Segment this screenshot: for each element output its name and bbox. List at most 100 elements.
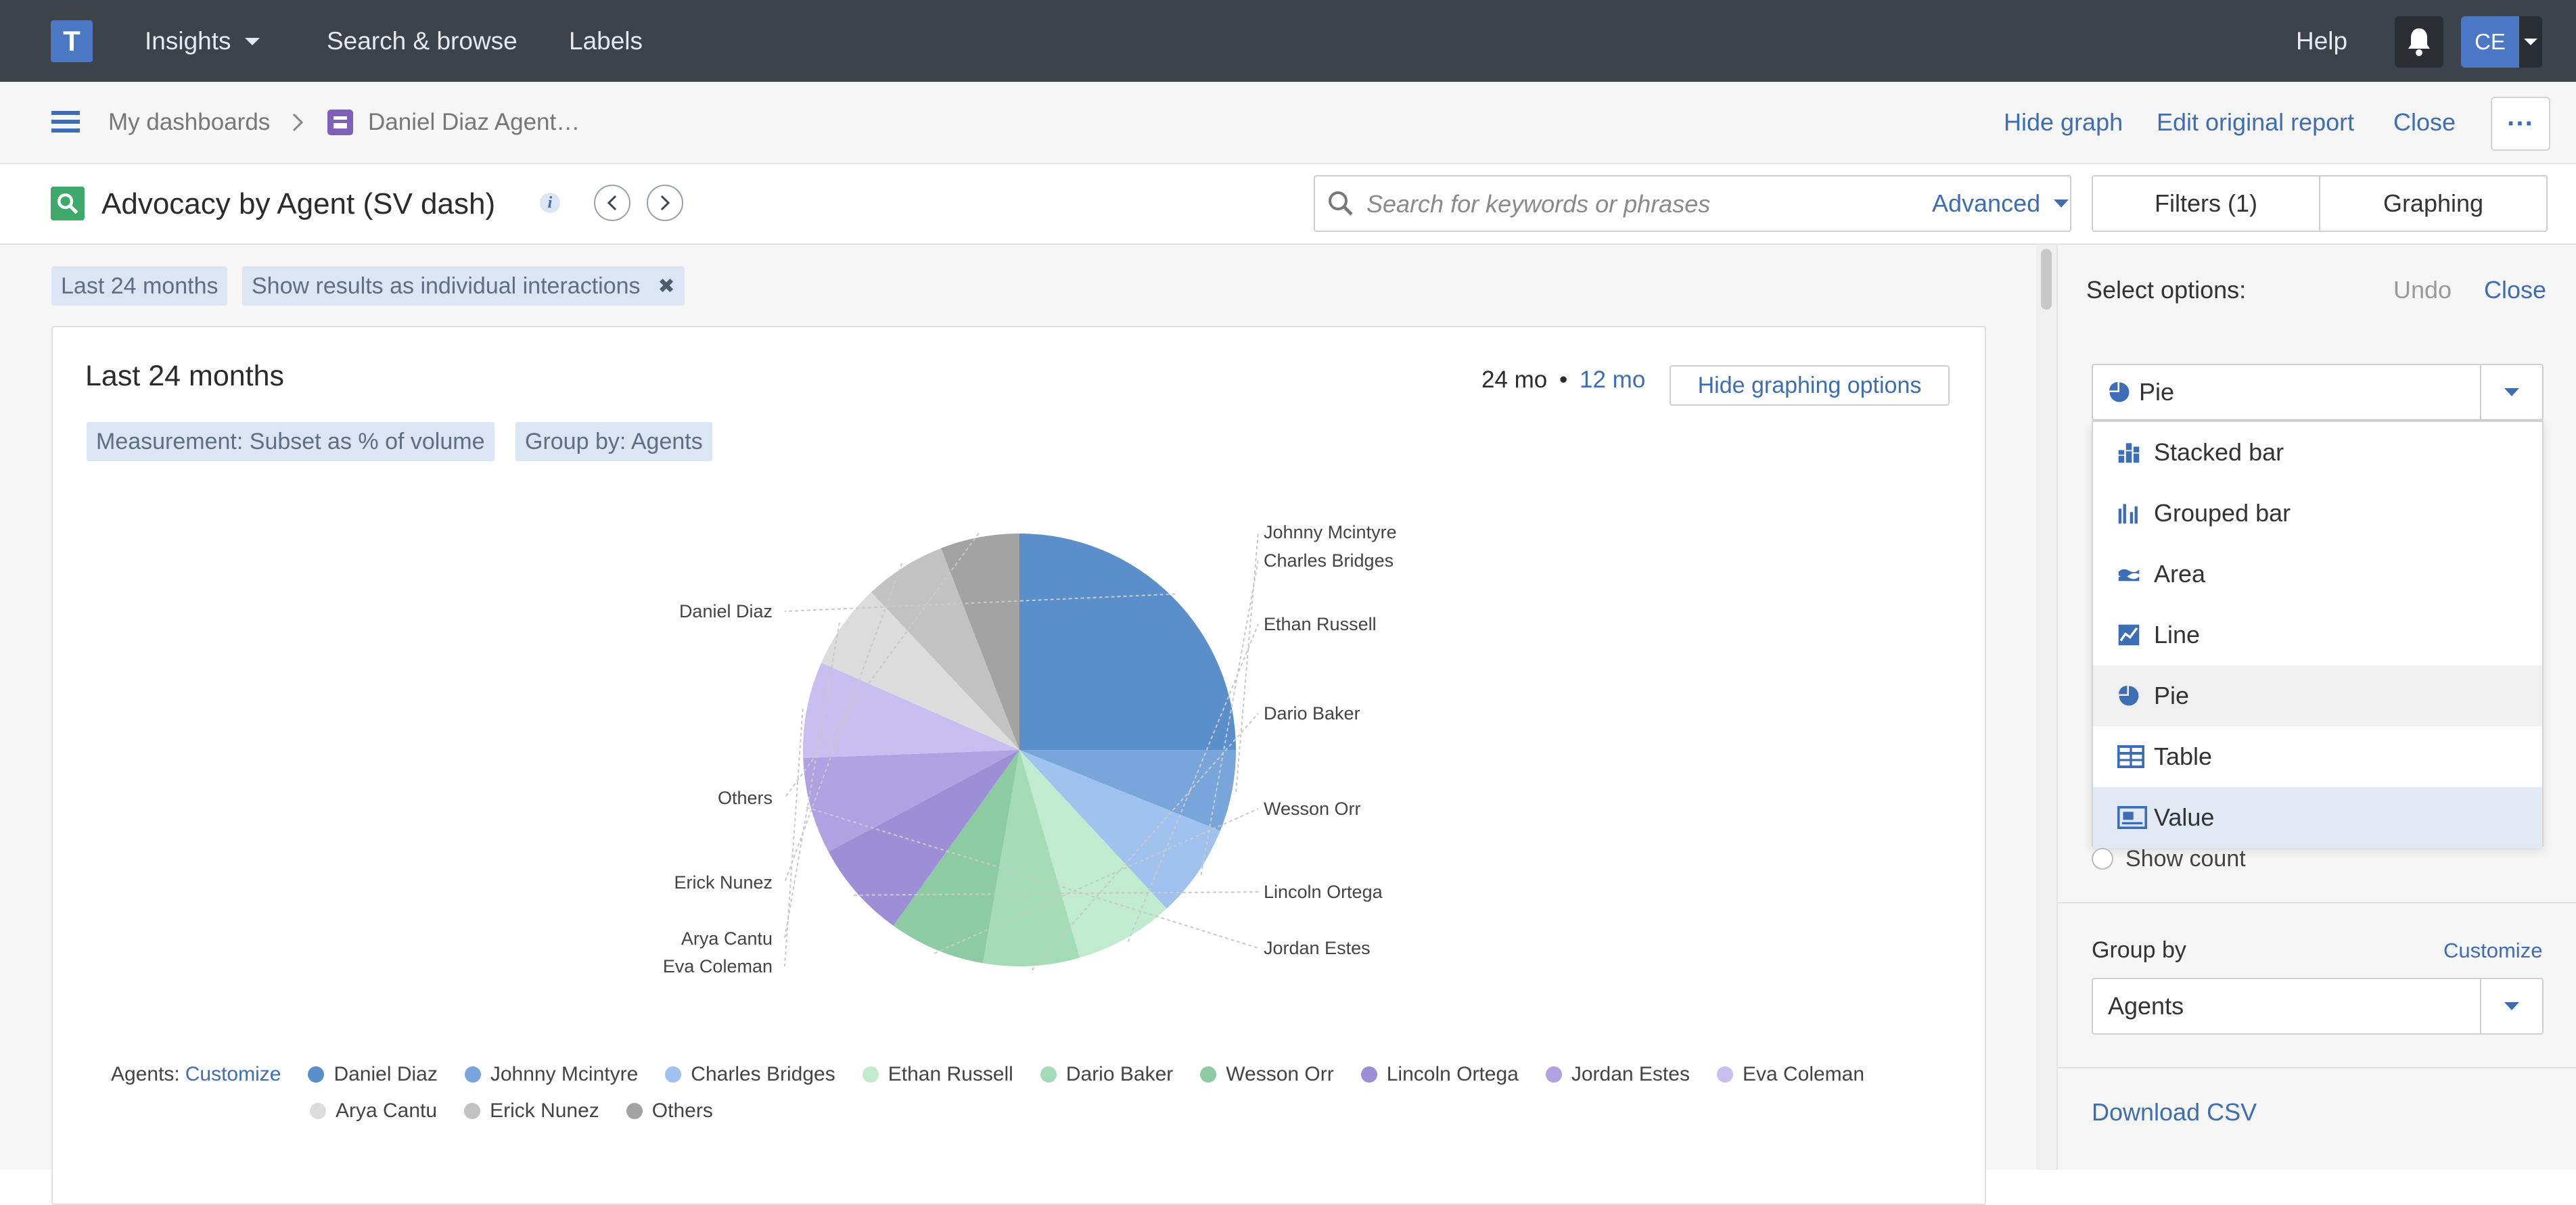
stacked-bar-icon	[2117, 441, 2147, 464]
next-report-button[interactable]	[647, 185, 683, 221]
nav-help[interactable]: Help	[2296, 26, 2348, 55]
panel-close-button[interactable]: Close	[2484, 276, 2547, 304]
legend-item[interactable]: Daniel Diaz	[308, 1063, 438, 1086]
legend-item[interactable]: Dario Baker	[1040, 1063, 1173, 1086]
table-icon	[2117, 745, 2147, 768]
chart-type-toggle[interactable]	[2480, 365, 2542, 419]
hide-graphing-options-button[interactable]: Hide graphing options	[1670, 365, 1950, 406]
tab-graphing[interactable]: Graphing	[2319, 176, 2546, 231]
filter-chip-individual-interactions[interactable]: Show results as individual interactions …	[242, 266, 685, 306]
legend-item[interactable]: Arya Cantu	[310, 1100, 437, 1123]
app-logo[interactable]: T	[51, 20, 93, 62]
nav-insights-menu[interactable]: Insights	[145, 0, 260, 82]
legend-label: Jordan Estes	[1571, 1063, 1690, 1085]
pie-leader-line	[784, 622, 840, 939]
chart-type-option-line[interactable]: Line	[2093, 605, 2542, 665]
pie-slice-arya-cantu[interactable]	[821, 592, 1019, 750]
breadcrumb-my-dashboards[interactable]: My dashboards	[108, 109, 271, 135]
close-link[interactable]: Close	[2393, 108, 2456, 136]
value-icon	[2117, 806, 2147, 829]
pie-slice-wesson-orr[interactable]	[893, 750, 1019, 964]
group-by-customize-link[interactable]: Customize	[2443, 939, 2543, 962]
tab-filters[interactable]: Filters (1)	[2155, 189, 2257, 217]
pie-leader-line	[784, 593, 1176, 612]
show-count-option[interactable]: Show count	[2092, 845, 2246, 872]
legend-item[interactable]: Lincoln Ortega	[1360, 1063, 1519, 1086]
pie-slice-ethan-russell[interactable]	[1019, 750, 1167, 958]
nav-labels[interactable]: Labels	[569, 26, 643, 55]
legend-swatch	[310, 1103, 326, 1119]
group-by-toggle[interactable]	[2480, 979, 2542, 1033]
chart-type-value: Pie	[2139, 378, 2175, 406]
chart-type-option-table[interactable]: Table	[2093, 726, 2542, 787]
pie-slice-label: Erick Nunez	[674, 872, 773, 893]
legend-swatch	[308, 1066, 325, 1083]
pie-slice-erick-nunez[interactable]	[871, 548, 1019, 750]
legend-item[interactable]: Jordan Estes	[1545, 1063, 1690, 1086]
pie-leader-line	[934, 808, 1259, 954]
range-toggle: 24 mo • 12 mo	[1481, 367, 1645, 394]
hide-graph-link[interactable]: Hide graph	[2004, 108, 2123, 136]
chevron-down-icon	[244, 37, 260, 45]
legend-item[interactable]: Wesson Orr	[1200, 1063, 1334, 1086]
legend-swatch	[464, 1103, 481, 1119]
pie-slice-dario-baker[interactable]	[982, 750, 1080, 966]
scrollbar-track[interactable]	[2036, 245, 2056, 1170]
notifications-button[interactable]	[2395, 16, 2443, 68]
group-by-select[interactable]: Agents	[2092, 978, 2544, 1035]
chart-legend-row-2: Arya Cantu Erick Nunez Others	[310, 1100, 740, 1123]
ellipsis-icon: ···	[2507, 108, 2534, 139]
nav-search-browse[interactable]: Search & browse	[327, 26, 518, 55]
legend-item[interactable]: Johnny Mcintyre	[464, 1063, 638, 1086]
filter-chip-label: Show results as individual interactions	[252, 273, 641, 299]
chart-type-select[interactable]: Pie	[2092, 364, 2544, 421]
info-icon[interactable]: i	[540, 193, 560, 213]
pie-leader-line	[784, 563, 903, 883]
pie-slice-jordan-estes[interactable]	[803, 750, 1019, 852]
download-csv-link[interactable]: Download CSV	[2092, 1098, 2257, 1126]
chart-type-option-pie[interactable]: Pie	[2093, 665, 2542, 726]
pie-slice-lincoln-ortega[interactable]	[828, 750, 1019, 926]
chart-type-option-area[interactable]: Area	[2093, 544, 2542, 605]
scrollbar-thumb[interactable]	[2041, 249, 2052, 310]
range-24-mo[interactable]: 24 mo	[1481, 367, 1548, 393]
legend-item[interactable]: Charles Bridges	[665, 1063, 835, 1086]
edit-original-report-link[interactable]: Edit original report	[2157, 108, 2355, 136]
pie-slice-charles-bridges[interactable]	[1019, 750, 1220, 909]
filter-chip-date-range[interactable]: Last 24 months	[51, 266, 228, 306]
legend-swatch	[1545, 1066, 1562, 1083]
pie-slice-others[interactable]	[941, 534, 1019, 750]
previous-report-button[interactable]	[594, 185, 630, 221]
close-icon[interactable]: ✖	[658, 275, 675, 298]
range-12-mo[interactable]: 12 mo	[1580, 367, 1646, 393]
undo-button[interactable]: Undo	[2393, 276, 2452, 304]
legend-label: Daniel Diaz	[334, 1063, 438, 1085]
grouped-bar-icon	[2117, 502, 2147, 525]
legend-item[interactable]: Eva Coleman	[1716, 1063, 1864, 1086]
search-box: Advanced	[1314, 175, 2071, 232]
pie-slice-label: Wesson Orr	[1264, 799, 1361, 819]
pie-leader-line	[1127, 623, 1259, 943]
report-tabs: Filters (1) Graphing	[2092, 175, 2548, 232]
chevron-right-icon	[292, 82, 303, 163]
chart-type-option-value[interactable]: Value	[2093, 787, 2542, 848]
advanced-search-dropdown[interactable]: Advanced	[1932, 176, 2069, 231]
legend-item[interactable]: Others	[626, 1100, 713, 1123]
pie-leader-line	[784, 708, 804, 967]
search-input[interactable]	[1365, 183, 1895, 225]
legend-item[interactable]: Ethan Russell	[862, 1063, 1013, 1086]
user-menu-toggle[interactable]	[2519, 16, 2542, 68]
menu-toggle-button[interactable]	[51, 110, 80, 134]
legend-customize-link[interactable]: Customize	[185, 1063, 281, 1085]
bell-icon	[2408, 28, 2430, 56]
legend-swatch	[1040, 1066, 1057, 1083]
chart-type-option-grouped-bar[interactable]: Grouped bar	[2093, 483, 2542, 544]
breadcrumb-current-dashboard[interactable]: Daniel Diaz Agent…	[368, 109, 580, 135]
pie-slice-daniel-diaz[interactable]	[1019, 534, 1236, 750]
show-count-radio[interactable]	[2092, 848, 2113, 870]
legend-item[interactable]: Erick Nunez	[464, 1100, 599, 1123]
user-avatar[interactable]: CE	[2461, 16, 2519, 68]
line-chart-icon	[2117, 623, 2147, 646]
more-options-button[interactable]: ···	[2491, 97, 2550, 151]
chart-type-option-stacked-bar[interactable]: Stacked bar	[2093, 422, 2542, 483]
